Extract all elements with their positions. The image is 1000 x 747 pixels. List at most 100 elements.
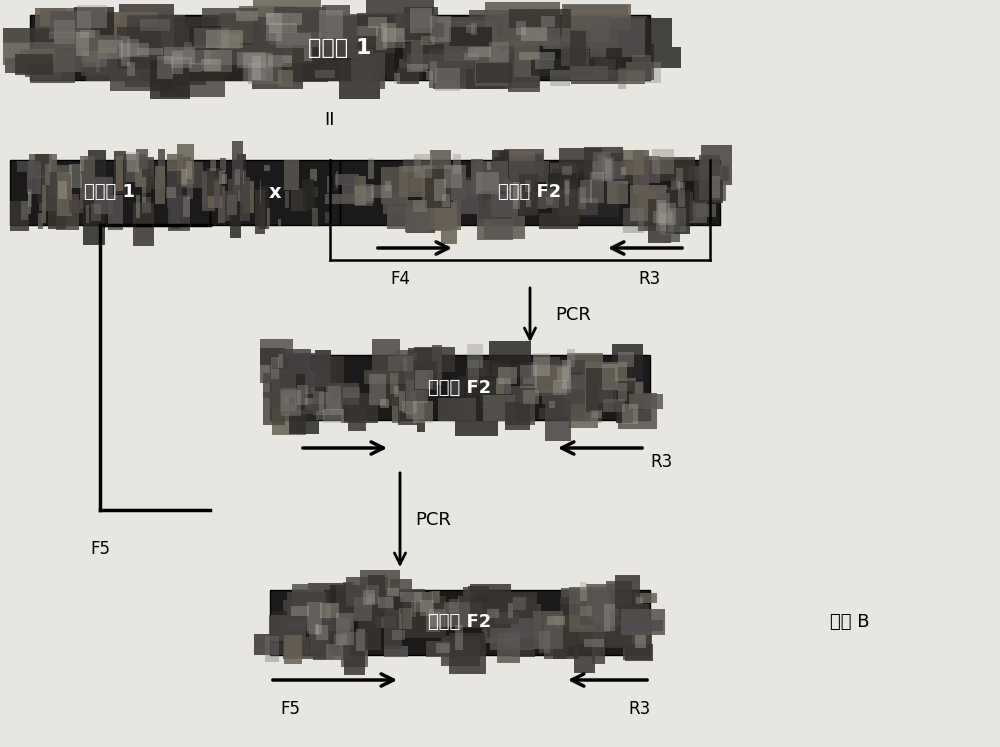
Text: 内含子 F2: 内含子 F2 — [498, 184, 562, 202]
Bar — [150, 60, 190, 99]
Bar — [354, 597, 372, 622]
Bar — [652, 149, 674, 175]
Bar — [237, 170, 246, 191]
Bar — [181, 169, 187, 186]
Bar — [396, 350, 437, 362]
Bar — [285, 190, 289, 208]
Bar — [291, 188, 306, 211]
Bar — [186, 161, 192, 179]
Bar — [160, 61, 225, 97]
Bar — [116, 22, 187, 50]
Bar — [152, 49, 190, 83]
Bar — [628, 620, 663, 630]
Bar — [86, 52, 141, 81]
Bar — [276, 34, 311, 48]
Bar — [114, 21, 155, 48]
Bar — [621, 609, 665, 635]
Bar — [319, 391, 324, 412]
Bar — [206, 30, 243, 48]
Bar — [523, 362, 560, 385]
Bar — [263, 374, 304, 398]
Bar — [71, 174, 82, 188]
Bar — [394, 72, 400, 84]
Bar — [32, 45, 60, 80]
Bar — [415, 370, 433, 389]
Bar — [595, 30, 633, 49]
Bar — [35, 7, 105, 48]
Bar — [495, 592, 537, 611]
Bar — [444, 165, 462, 188]
Bar — [635, 636, 646, 648]
Bar — [458, 595, 470, 627]
Bar — [255, 44, 313, 63]
Bar — [429, 49, 497, 88]
Bar — [384, 613, 402, 649]
Bar — [584, 639, 604, 648]
Bar — [550, 69, 570, 86]
Bar — [339, 56, 380, 99]
Bar — [700, 165, 722, 182]
Bar — [671, 199, 680, 242]
Bar — [404, 592, 436, 608]
Bar — [488, 394, 513, 419]
Bar — [407, 353, 417, 385]
Bar — [634, 593, 657, 604]
Bar — [598, 378, 636, 395]
Bar — [560, 597, 570, 632]
Bar — [235, 169, 240, 185]
Bar — [389, 388, 421, 402]
Bar — [493, 595, 537, 627]
Bar — [413, 400, 433, 423]
Bar — [406, 202, 435, 233]
Bar — [54, 30, 100, 72]
Bar — [245, 18, 270, 28]
Bar — [592, 161, 625, 179]
Bar — [278, 354, 283, 368]
Bar — [373, 15, 395, 53]
Bar — [438, 185, 453, 204]
Bar — [427, 202, 451, 231]
Bar — [535, 365, 571, 393]
Bar — [459, 376, 496, 407]
Bar — [177, 144, 194, 184]
Bar — [438, 397, 476, 421]
Bar — [492, 150, 509, 183]
Bar — [292, 43, 328, 82]
Bar — [559, 198, 598, 215]
Bar — [291, 380, 308, 417]
Bar — [194, 28, 229, 48]
Bar — [283, 637, 309, 660]
Bar — [606, 610, 645, 646]
Bar — [455, 402, 498, 436]
Bar — [276, 10, 318, 34]
Bar — [586, 584, 615, 619]
Bar — [686, 193, 693, 220]
Bar — [594, 161, 635, 184]
Bar — [472, 605, 517, 624]
Bar — [490, 618, 533, 650]
Bar — [10, 160, 210, 225]
Bar — [514, 41, 539, 78]
Bar — [167, 155, 183, 171]
Bar — [335, 174, 359, 185]
Bar — [289, 353, 330, 386]
Bar — [225, 190, 233, 221]
Text: F5: F5 — [90, 540, 110, 558]
Bar — [40, 8, 66, 26]
Bar — [541, 16, 555, 27]
Bar — [578, 187, 586, 209]
Bar — [561, 622, 577, 646]
Bar — [127, 152, 139, 172]
Bar — [491, 193, 513, 217]
Bar — [394, 597, 403, 610]
Bar — [292, 583, 324, 606]
Bar — [81, 62, 96, 76]
Bar — [684, 201, 707, 223]
Bar — [549, 401, 555, 408]
Bar — [178, 60, 218, 72]
Bar — [567, 625, 597, 644]
Bar — [509, 156, 534, 170]
Bar — [239, 6, 297, 25]
Bar — [158, 149, 165, 177]
Bar — [383, 197, 405, 214]
